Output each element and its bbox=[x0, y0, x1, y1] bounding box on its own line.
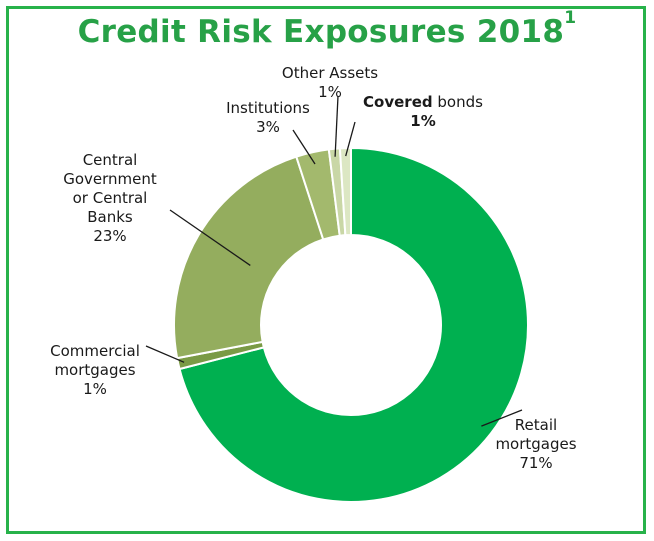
label-other-assets: Other Assets 1% bbox=[282, 64, 378, 101]
leader-covered-bonds bbox=[345, 121, 356, 157]
slice-retail-mortgages bbox=[178, 146, 529, 503]
label-retail-mortgages: Retail mortgages 71% bbox=[495, 416, 576, 472]
slice-central-government-or-central-banks bbox=[173, 155, 325, 360]
label-central-government-or-central-banks: Central Government or Central Banks 23% bbox=[63, 151, 157, 245]
value-commercial-mortgages: 1% bbox=[83, 380, 107, 398]
value-retail-mortgages: 71% bbox=[519, 454, 552, 472]
chart-title: Credit Risk Exposures 20181 bbox=[0, 8, 654, 50]
slice-labels: Retail mortgages 71% Commercial mortgages 1% C… bbox=[50, 64, 577, 472]
leader-lines bbox=[145, 95, 523, 427]
title-footnote: 1 bbox=[564, 8, 577, 28]
value-covered-bonds: 1% bbox=[410, 112, 435, 130]
value-other-assets: 1% bbox=[318, 83, 342, 101]
slice-covered-bonds bbox=[338, 146, 352, 237]
chart-title-text: Credit Risk Exposures 2018 bbox=[77, 14, 565, 50]
leader-commercial-mortgages bbox=[145, 345, 185, 363]
leader-retail-mortgages bbox=[481, 409, 523, 427]
leader-central-government-or-central-banks bbox=[169, 209, 251, 266]
leader-other-assets bbox=[334, 95, 339, 157]
label-covered-bonds: Covered bonds 1% bbox=[363, 93, 483, 130]
label-institutions: Institutions 3% bbox=[226, 99, 310, 136]
label-commercial-mortgages: Commercial mortgages 1% bbox=[50, 342, 140, 398]
value-central-government-or-central-banks: 23% bbox=[93, 227, 126, 245]
leader-institutions bbox=[292, 129, 316, 165]
value-institutions: 3% bbox=[256, 118, 280, 136]
donut-slices bbox=[173, 146, 529, 503]
